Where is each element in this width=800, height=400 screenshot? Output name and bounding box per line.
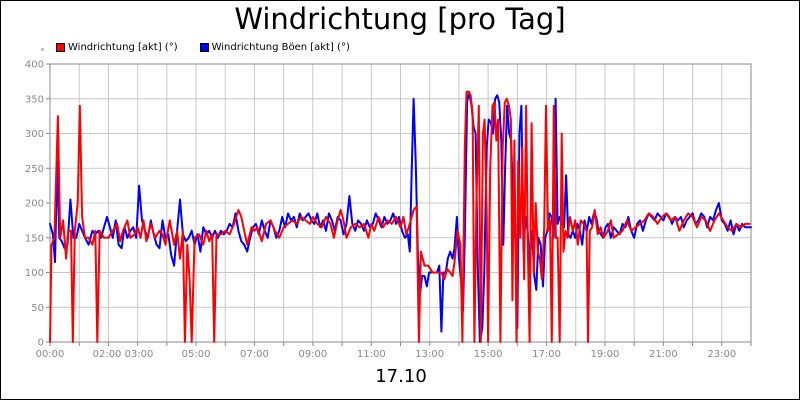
x-tick-label: 17:00 bbox=[532, 349, 561, 360]
y-tick-label: 400 bbox=[25, 60, 44, 71]
x-tick-label: 02:00 03:00 bbox=[93, 349, 154, 360]
plot-border bbox=[49, 63, 752, 343]
y-tick-label: 100 bbox=[25, 268, 44, 279]
legend-toggle-dot[interactable] bbox=[41, 47, 44, 51]
legend-item-boeen[interactable]: Windrichtung Böen [akt] (°) bbox=[199, 41, 350, 53]
legend-label-boeen: Windrichtung Böen [akt] (°) bbox=[211, 41, 350, 53]
x-tick-label: 05:00 bbox=[182, 349, 211, 360]
legend: Windrichtung [akt] (°) Windrichtung Böen… bbox=[41, 40, 372, 54]
x-tick-label: 11:00 bbox=[357, 349, 386, 360]
legend-swatch-boeen bbox=[199, 42, 209, 52]
y-tick-label: 0 bbox=[38, 338, 44, 349]
y-tick-label: 200 bbox=[25, 199, 44, 210]
x-tick-label: 21:00 bbox=[649, 349, 678, 360]
x-tick-label: 23:00 bbox=[707, 349, 736, 360]
legend-label-windrichtung: Windrichtung [akt] (°) bbox=[68, 41, 178, 53]
chart-title: Windrichtung [pro Tag] bbox=[234, 2, 566, 36]
legend-item-windrichtung[interactable]: Windrichtung [akt] (°) bbox=[56, 42, 178, 53]
y-tick-label: 350 bbox=[25, 94, 44, 105]
legend-swatch-windrichtung bbox=[56, 42, 65, 52]
x-tick-label: 09:00 bbox=[298, 349, 327, 360]
x-tick-label: 13:00 bbox=[415, 349, 444, 360]
y-tick-label: 50 bbox=[31, 303, 44, 314]
series-line-windrichtung bbox=[49, 90, 751, 343]
x-tick-label: 07:00 bbox=[240, 349, 269, 360]
y-tick-label: 150 bbox=[25, 233, 44, 244]
x-tick-label: 00:00 bbox=[36, 349, 65, 360]
x-tick-label: 19:00 bbox=[591, 349, 620, 360]
y-tick-label: 300 bbox=[25, 129, 44, 140]
y-tick-label: 250 bbox=[25, 164, 44, 175]
x-tick-label: 15:00 bbox=[474, 349, 503, 360]
x-axis-label: 17.10 bbox=[375, 366, 427, 387]
